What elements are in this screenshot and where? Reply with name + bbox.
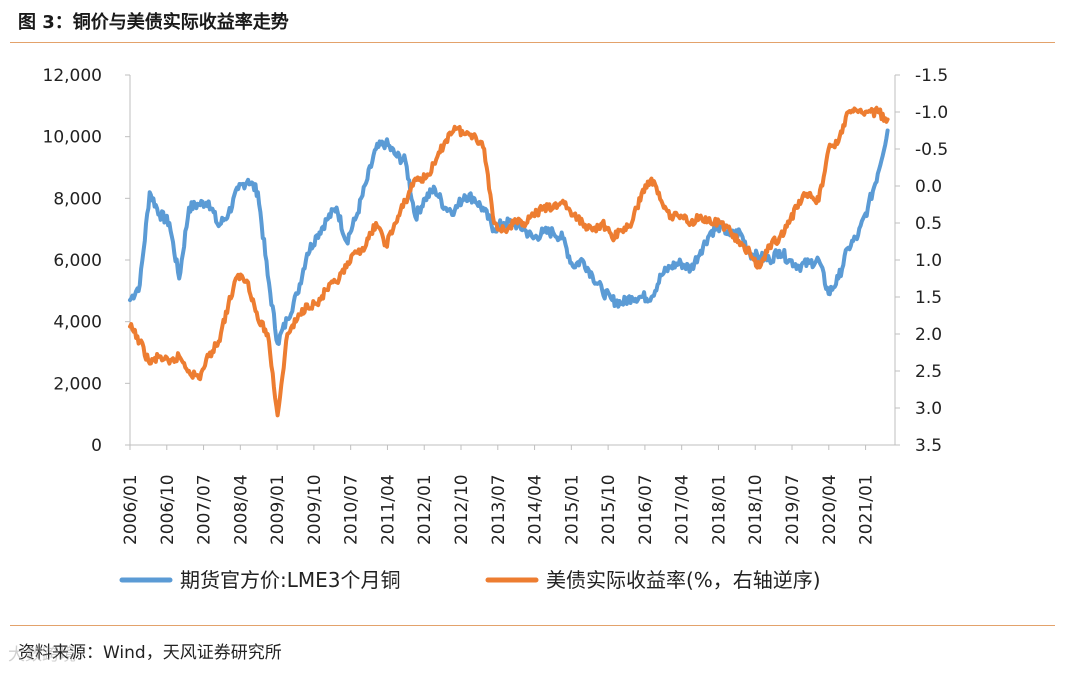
right-tick-label: 3.5: [915, 436, 942, 456]
left-tick-label: 6,000: [53, 251, 102, 271]
x-tick-label: 2007/07: [195, 474, 215, 545]
x-tick-label: 2014/04: [526, 474, 546, 545]
left-tick-label: 10,000: [43, 128, 102, 148]
right-tick-label: -0.5: [915, 140, 948, 160]
right-tick-label: 2.0: [915, 325, 942, 345]
x-tick-label: 2017/04: [673, 474, 693, 545]
x-tick-label: 2006/10: [158, 474, 178, 545]
legend-label: 期货官方价:LME3个月铜: [180, 568, 401, 592]
left-tick-label: 12,000: [43, 66, 102, 86]
x-tick-label: 2020/04: [820, 474, 840, 545]
x-tick-label: 2008/04: [231, 474, 251, 545]
x-tick-label: 2012/10: [452, 474, 472, 545]
x-tick-label: 2018/01: [709, 474, 729, 545]
x-tick-label: 2009/10: [305, 474, 325, 545]
right-tick-label: -1.5: [915, 66, 948, 86]
x-tick-label: 2006/01: [121, 474, 141, 545]
legend-label: 美债实际收益率(%，右轴逆序): [546, 568, 821, 592]
axes-group: 0 2,000 4,000 6,000 8,000 10,000 12,000 3.5 3.0 2…: [43, 66, 949, 545]
right-tick-label: 0.5: [915, 214, 942, 234]
x-tick-label: 2021/01: [857, 474, 877, 545]
left-tick-label: 0: [91, 436, 102, 456]
right-tick-label: 3.0: [915, 399, 942, 419]
x-tick-label: 2019/07: [783, 474, 803, 545]
chart-title: 图 3：铜价与美债实际收益率走势: [18, 12, 289, 33]
top-divider: [10, 42, 1055, 43]
x-tick-label: 2013/07: [489, 474, 509, 545]
watermark: 大数跨境: [8, 645, 76, 665]
left-tick-label: 8,000: [53, 189, 102, 209]
x-tick-label: 2015/10: [599, 474, 619, 545]
x-tick-label: 2009/01: [268, 474, 288, 545]
x-tick-label: 2012/01: [415, 474, 435, 545]
x-tick-label: 2015/01: [562, 474, 582, 545]
chart-svg: 0 2,000 4,000 6,000 8,000 10,000 12,000 3.5 3.0 2…: [43, 66, 949, 592]
right-tick-label: 0.0: [915, 177, 942, 197]
x-tick-label: 2018/10: [746, 474, 766, 545]
right-tick-label: 2.5: [915, 362, 942, 382]
x-tick-label: 2016/07: [636, 474, 656, 545]
legend: 期货官方价:LME3个月铜 美债实际收益率(%，右轴逆序): [119, 568, 821, 592]
x-tick-label: 2010/07: [342, 474, 362, 545]
series-layer: [128, 105, 890, 418]
right-tick-label: 1.0: [915, 251, 942, 271]
x-tick-label: 2011/04: [378, 474, 398, 545]
right-tick-label: 1.5: [915, 288, 942, 308]
left-tick-label: 4,000: [53, 313, 102, 333]
source-note: 资料来源：Wind，天风证券研究所: [18, 643, 282, 663]
right-tick-label: -1.0: [915, 103, 948, 123]
bottom-divider: [10, 625, 1055, 626]
left-tick-label: 2,000: [53, 374, 102, 394]
series-line: [128, 105, 890, 418]
